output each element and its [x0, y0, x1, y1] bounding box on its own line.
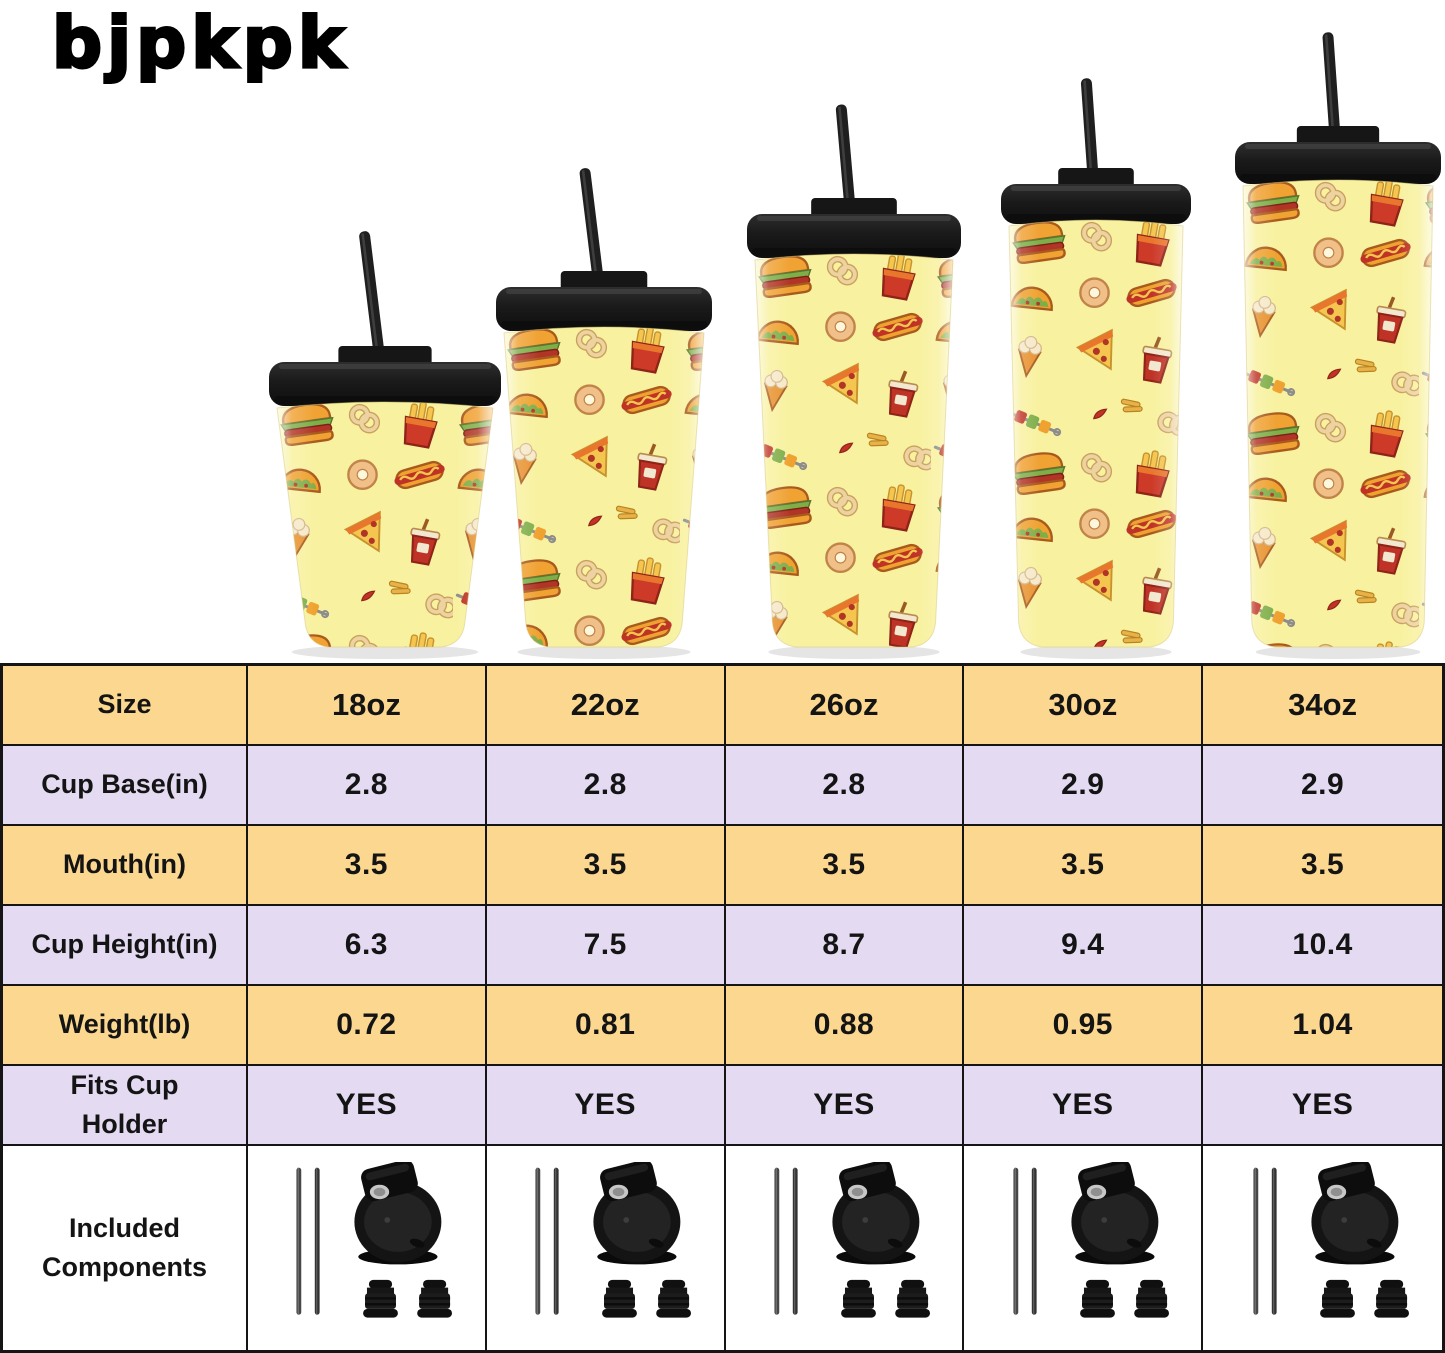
straw: [579, 168, 606, 300]
cell-cup-base-in-18oz: 2.8: [248, 746, 487, 826]
size-header-22oz: 22oz: [486, 666, 726, 746]
included-components-cell-34oz: [1203, 1146, 1442, 1350]
cell-cup-height-in-18oz: 6.3: [248, 906, 487, 986]
included-components-art: [296, 1162, 453, 1318]
cup-shadow: [1255, 645, 1421, 659]
tumbler-30oz: [1001, 78, 1191, 659]
cup-shadow: [1020, 645, 1172, 659]
spec-table: Size 18oz 22oz 26oz 30oz 34oz Cup Base(in) 2.8 2…: [0, 663, 1445, 1353]
included-components-cell-26oz: [725, 1146, 965, 1350]
row-label-weight-lb: Weight(lb): [3, 986, 248, 1066]
size-header-18oz: 18oz: [248, 666, 487, 746]
included-components-cell-18oz: [248, 1146, 487, 1350]
cup-body: [1242, 179, 1434, 648]
cell-cup-height-in-26oz: 8.7: [725, 906, 965, 986]
cell-cup-base-in-30oz: 2.9: [964, 746, 1204, 826]
lid: [1235, 126, 1441, 184]
included-components-art: [774, 1162, 930, 1318]
cell-cup-height-in-30oz: 9.4: [964, 906, 1204, 986]
cup-shadow: [768, 645, 940, 659]
tumbler-18oz: [269, 231, 501, 659]
row-label-included-components: Included Components: [3, 1146, 248, 1350]
row-label-mouth-in: Mouth(in): [3, 826, 248, 906]
included-components-cell-22oz: [486, 1146, 726, 1350]
cell-fits-cup-holder-22oz: YES: [486, 1066, 726, 1146]
cell-fits-cup-holder-30oz: YES: [964, 1066, 1204, 1146]
size-header-26oz: 26oz: [725, 666, 965, 746]
cell-fits-cup-holder-34oz: YES: [1203, 1066, 1442, 1146]
cell-cup-height-in-34oz: 10.4: [1203, 906, 1442, 986]
lid: [496, 271, 712, 331]
cup-shadow: [291, 645, 479, 659]
row-label-cup-base-in: Cup Base(in): [3, 746, 248, 826]
tumbler-lineup: [0, 0, 1445, 663]
cell-mouth-in-26oz: 3.5: [725, 826, 965, 906]
row-label-size: Size: [3, 666, 248, 746]
lid: [1001, 168, 1191, 224]
cell-fits-cup-holder-26oz: YES: [725, 1066, 965, 1146]
cell-fits-cup-holder-18oz: YES: [248, 1066, 487, 1146]
lid: [269, 346, 501, 406]
cup-body: [503, 326, 705, 648]
straw: [359, 231, 387, 375]
cell-mouth-in-18oz: 3.5: [248, 826, 487, 906]
size-header-34oz: 34oz: [1203, 666, 1442, 746]
tumbler-34oz: [1235, 32, 1441, 659]
straw: [835, 104, 857, 227]
cup-body: [754, 253, 954, 648]
cell-cup-base-in-22oz: 2.8: [486, 746, 726, 826]
row-label-fits-cup-holder: Fits Cup Holder: [3, 1066, 248, 1146]
cell-cup-height-in-22oz: 7.5: [486, 906, 726, 986]
tumbler-26oz: [747, 104, 961, 659]
row-label-cup-height-in: Cup Height(in): [3, 906, 248, 986]
included-components-art: [1013, 1162, 1169, 1318]
included-components-art: [1253, 1162, 1409, 1318]
cell-weight-lb-30oz: 0.95: [964, 986, 1204, 1066]
cell-weight-lb-18oz: 0.72: [248, 986, 487, 1066]
brand-logo: bjpkpk: [50, 1, 350, 86]
cup-body: [276, 401, 494, 648]
cell-mouth-in-34oz: 3.5: [1203, 826, 1442, 906]
straw: [1322, 32, 1342, 155]
cell-cup-base-in-34oz: 2.9: [1203, 746, 1442, 826]
straw: [1080, 78, 1100, 197]
included-components-cell-30oz: [964, 1146, 1204, 1350]
cell-mouth-in-22oz: 3.5: [486, 826, 726, 906]
cup-shadow: [517, 645, 691, 659]
cell-cup-base-in-26oz: 2.8: [725, 746, 965, 826]
included-components-art: [535, 1162, 692, 1318]
cup-body: [1008, 219, 1184, 648]
tumbler-22oz: [496, 168, 712, 659]
size-header-30oz: 30oz: [964, 666, 1204, 746]
lid: [747, 198, 961, 258]
cell-weight-lb-26oz: 0.88: [725, 986, 965, 1066]
cell-mouth-in-30oz: 3.5: [964, 826, 1204, 906]
cell-weight-lb-22oz: 0.81: [486, 986, 726, 1066]
cell-weight-lb-34oz: 1.04: [1203, 986, 1442, 1066]
